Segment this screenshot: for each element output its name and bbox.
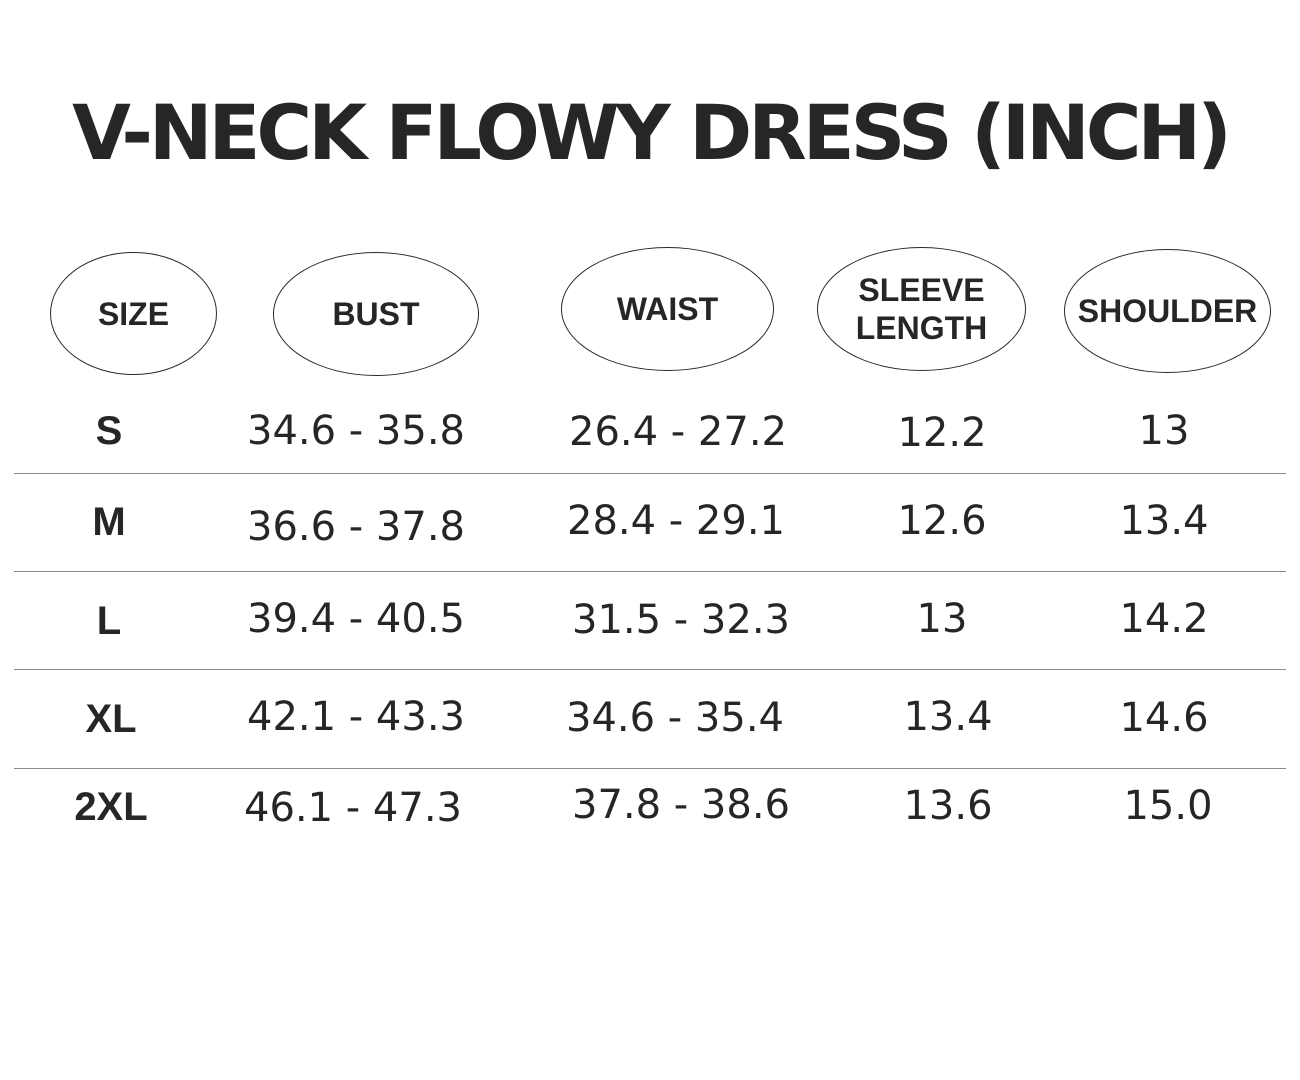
row-size-2xl: 2XL [74,785,148,829]
row-waist-2xl: 37.8 - 38.6 [572,782,790,828]
page-title: V-NECK FLOWY DRESS (INCH) [72,88,1232,177]
row-sleeve-2xl: 13.6 [903,783,993,829]
row-divider [14,768,1286,769]
row-waist-xl: 34.6 - 35.4 [566,695,784,741]
row-sleeve-l: 13 [916,596,968,642]
row-size-l: L [96,599,122,643]
header-waist: WAIST [561,247,774,371]
header-size: SIZE [50,252,217,375]
row-waist-m: 28.4 - 29.1 [567,498,785,544]
row-shoulder-xl: 14.6 [1119,695,1209,741]
header-bust-label: BUST [332,296,420,332]
header-shoulder: SHOULDER [1064,249,1271,373]
row-size-m: M [92,500,126,544]
header-sleeve-length: SLEEVE LENGTH [817,247,1026,371]
row-bust-s: 34.6 - 35.8 [247,408,465,454]
row-sleeve-s: 12.2 [897,410,987,456]
header-size-label: SIZE [97,295,170,332]
header-shoulder-label: SHOULDER [1077,293,1258,329]
row-waist-l: 31.5 - 32.3 [572,597,790,643]
row-bust-m: 36.6 - 37.8 [247,504,465,550]
row-divider [14,571,1286,572]
row-sleeve-xl: 13.4 [903,694,993,740]
header-sleeve-length-label: SLEEVE LENGTH [855,272,988,346]
row-size-xl: XL [85,697,137,741]
row-waist-s: 26.4 - 27.2 [569,409,787,455]
row-shoulder-2xl: 15.0 [1123,783,1213,829]
row-divider [14,669,1286,670]
row-shoulder-s: 13 [1138,408,1190,454]
row-bust-xl: 42.1 - 43.3 [247,694,465,740]
row-size-s: S [95,409,123,453]
row-shoulder-l: 14.2 [1119,596,1209,642]
header-waist-label: WAIST [616,291,719,327]
row-shoulder-m: 13.4 [1119,498,1209,544]
row-bust-l: 39.4 - 40.5 [247,596,465,642]
row-bust-2xl: 46.1 - 47.3 [244,785,462,831]
row-divider [14,473,1286,474]
header-bust: BUST [273,252,479,376]
row-sleeve-m: 12.6 [897,498,987,544]
